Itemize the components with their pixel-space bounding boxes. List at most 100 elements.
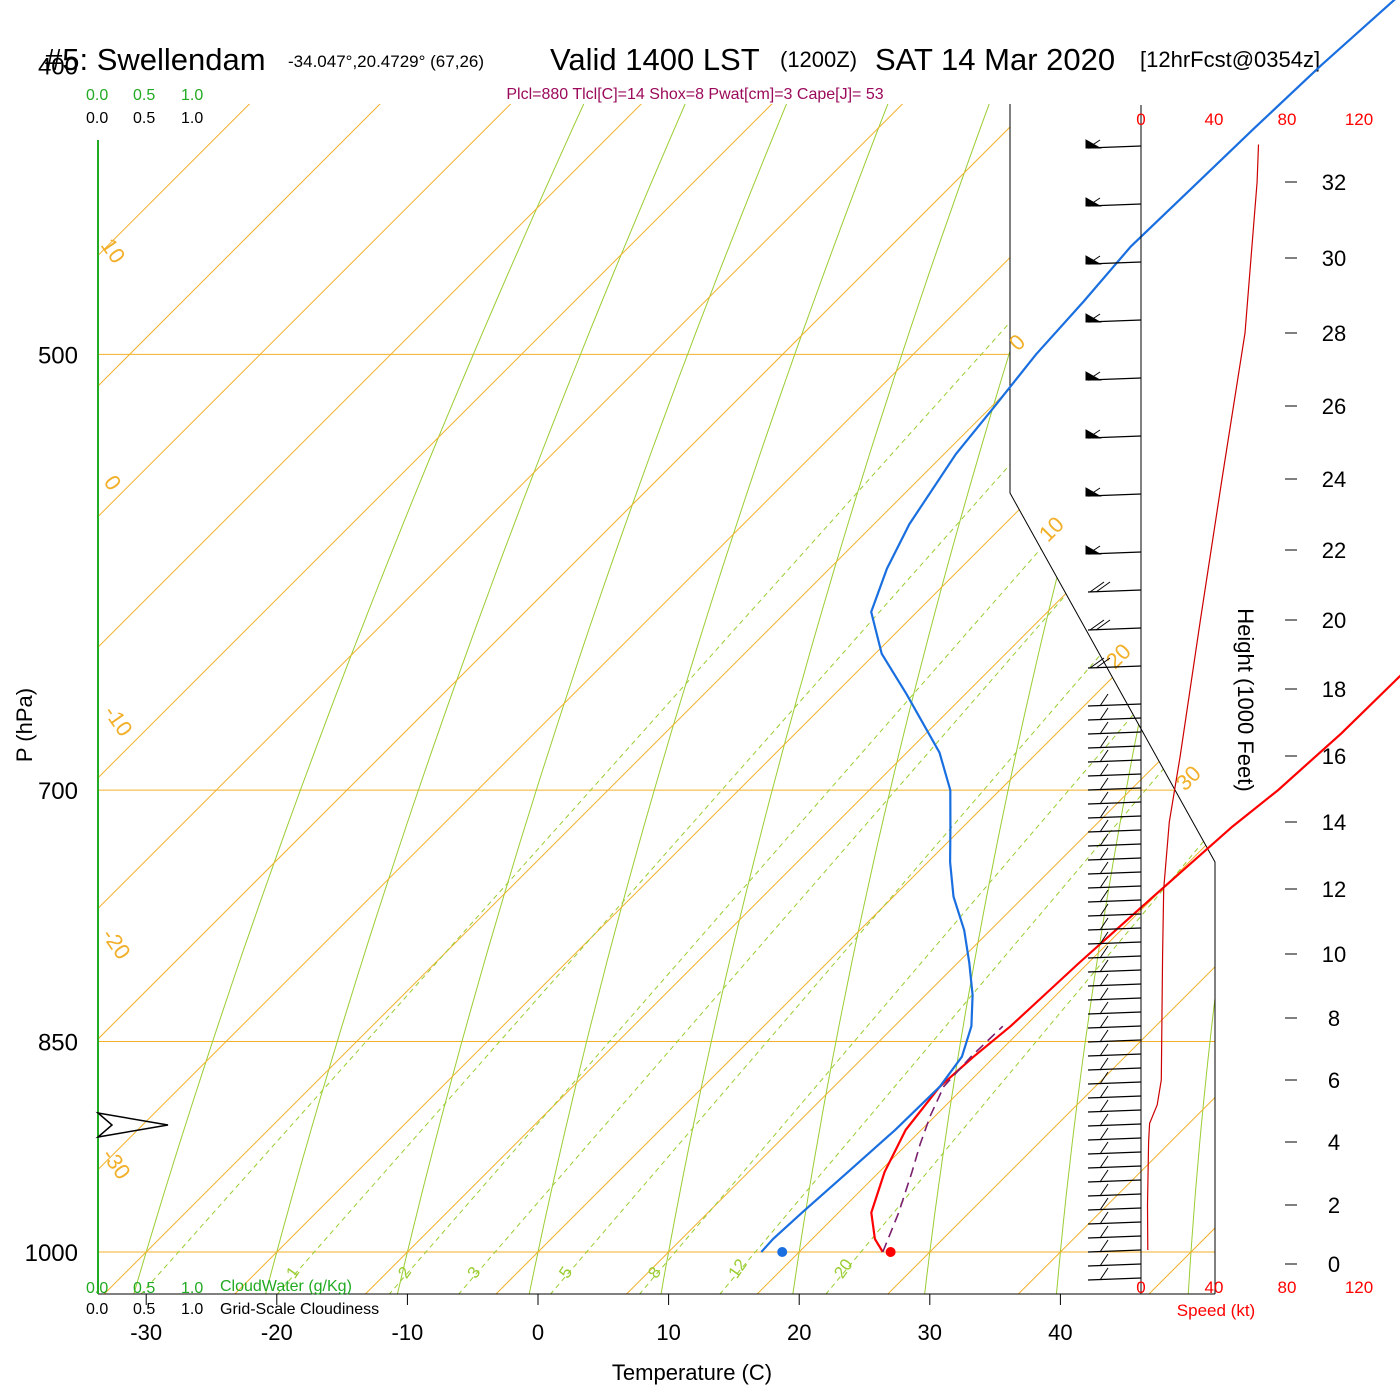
bottom-green-tick: 1.0 — [181, 1280, 203, 1297]
cloudwater-label: CloudWater (g/Kg) — [220, 1278, 352, 1295]
mixing-ratio-label: 12 — [724, 1255, 750, 1281]
wind-barb-flag — [1085, 487, 1102, 497]
speed-bottom-tick: 0 — [1136, 1278, 1145, 1297]
wind-barb — [1087, 983, 1142, 987]
bottom-black-tick: 0.0 — [86, 1301, 108, 1318]
mixing-ratio-label: 2 — [394, 1263, 415, 1282]
wind-barb — [1087, 745, 1142, 749]
wind-barb — [1087, 717, 1142, 721]
wind-barb — [1087, 1053, 1142, 1057]
isotherm-line — [98, 104, 898, 1294]
y-axis-label: P (hPa) — [12, 688, 37, 762]
top-cloud-scale: 0.0 0.5 1.0 0.0 0.5 1.0 — [86, 87, 203, 127]
pressure-tick-label: 850 — [38, 1030, 78, 1057]
dry-adiabat-line — [127, 104, 904, 1294]
wind-barb — [1087, 1025, 1142, 1029]
bottom-green-tick: 0.5 — [133, 1280, 155, 1297]
bottom-black-tick: 0.5 — [133, 1301, 155, 1318]
wind-barb-feather — [1095, 619, 1111, 631]
height-tick-label: 16 — [1322, 744, 1346, 769]
wind-barb — [1087, 843, 1142, 847]
wind-barb-feather — [1099, 1169, 1109, 1183]
wind-barb-feather — [1099, 1099, 1109, 1113]
height-tick-label: 2 — [1328, 1193, 1340, 1218]
wind-barb-feather — [1099, 1197, 1109, 1211]
mixing-ratio-line — [258, 104, 1215, 1294]
wind-barb-feather — [1087, 313, 1101, 323]
wind-barb — [1087, 1249, 1142, 1253]
title-date: SAT 14 Mar 2020 — [875, 42, 1115, 77]
mixing-ratio-label: 20 — [830, 1255, 856, 1281]
isobar-lines — [98, 353, 1215, 1253]
bottom-green-tick: 0.0 — [86, 1280, 108, 1297]
isotherm-line — [866, 104, 1215, 1294]
wind-barb-feather — [1099, 1267, 1109, 1281]
speed-axis: 0 40 80 120 0 40 80 120 Speed (kt) — [1136, 110, 1373, 1320]
wind-barb — [1087, 1067, 1142, 1071]
wind-barb-feather — [1099, 889, 1109, 903]
wind-barb — [1087, 871, 1142, 875]
wind-barb — [1087, 885, 1142, 889]
wind-barb — [1087, 1039, 1142, 1043]
x-axis-label: Temperature (C) — [612, 1360, 772, 1385]
wind-barb-feather — [1099, 1239, 1109, 1253]
isotherm-line — [98, 104, 1215, 1294]
height-tick-label: 8 — [1328, 1006, 1340, 1031]
wind-barb — [1087, 913, 1142, 917]
dry-adiabat-line — [524, 104, 1168, 1294]
isotherm-line — [1127, 104, 1215, 1294]
pressure-tick-label: 1000 — [25, 1240, 78, 1267]
wind-barb — [1087, 1277, 1142, 1281]
wind-barbs — [1085, 139, 1142, 1281]
wind-barb-flag — [1085, 255, 1102, 265]
wind-barb-feather — [1099, 1057, 1109, 1071]
wind-barb-feather — [1099, 1183, 1109, 1197]
wind-barb-feather — [1099, 777, 1109, 791]
dry-adiabat-line — [789, 104, 1215, 1294]
wind-barb — [1087, 787, 1142, 791]
top-black-tick: 0.5 — [133, 110, 155, 127]
height-tick-label: 14 — [1322, 810, 1346, 835]
cloudiness-marker — [95, 1111, 169, 1139]
mixing-ratio-lines — [121, 104, 1215, 1294]
temperature-line — [870, 674, 1400, 1253]
wind-barb — [1087, 829, 1142, 833]
x-tick-label: -10 — [392, 1320, 424, 1345]
title-coords: -34.047°,20.4729° (67,26) — [288, 52, 484, 71]
speed-top-tick: 80 — [1278, 110, 1297, 129]
wind-barb-flag — [1085, 371, 1102, 381]
wind-barb-feather — [1099, 693, 1109, 707]
wind-barb — [1087, 927, 1142, 931]
isotherm-line — [98, 104, 1215, 1294]
speed-top-tick: 120 — [1345, 110, 1373, 129]
isotherm-line — [98, 104, 1159, 1294]
wind-barb — [1087, 899, 1142, 903]
dry-adiabat-line — [921, 104, 1215, 1294]
mixing-ratio-line — [621, 104, 1215, 1294]
wind-barb-flag — [1085, 313, 1102, 323]
wind-barb — [1087, 857, 1142, 861]
wind-barb — [1087, 1263, 1142, 1267]
mixing-ratio-label: 3 — [464, 1263, 485, 1282]
wind-barb-feather — [1087, 545, 1101, 555]
top-green-tick: 0.0 — [86, 87, 108, 104]
top-green-tick: 0.5 — [133, 87, 155, 104]
mixing-ratio-line — [121, 104, 1215, 1294]
wind-barb-feather — [1099, 931, 1109, 945]
wind-barb — [1087, 969, 1142, 973]
wind-barb — [1087, 1011, 1142, 1015]
wind-barb-feather — [1099, 819, 1109, 833]
wind-barb-feather — [1089, 619, 1105, 631]
wind-barb-feather — [1099, 1113, 1109, 1127]
pressure-tick-label: 400 — [38, 53, 78, 80]
isotherm-line — [605, 104, 1215, 1294]
wind-barb — [1087, 1137, 1142, 1141]
isotherm-line — [98, 104, 1215, 1294]
dry-adiabat-lines — [127, 104, 1215, 1294]
x-tick-label: -20 — [261, 1320, 293, 1345]
speed-top-tick: 0 — [1136, 110, 1145, 129]
dry-adiabat-line — [1186, 104, 1215, 1294]
surface-temperature-dot — [885, 1247, 896, 1257]
